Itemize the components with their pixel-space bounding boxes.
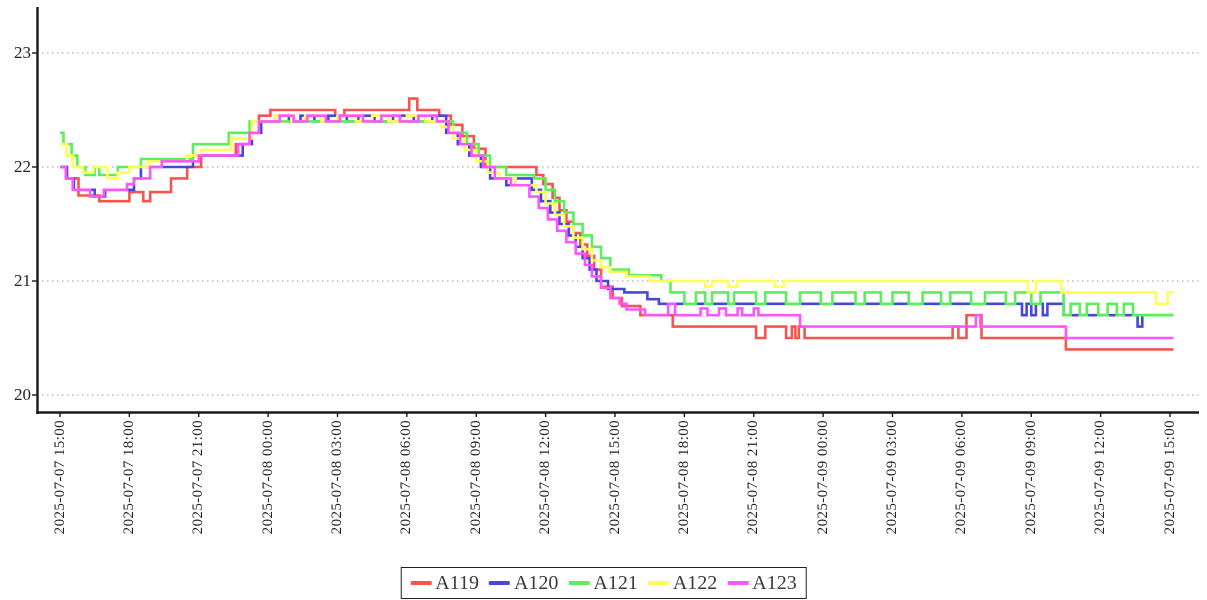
legend-item-A119: A119 (410, 572, 479, 595)
x-tick-label: 2025-07-09 15:00 (1161, 420, 1178, 535)
y-tick-label: 20 (14, 385, 31, 404)
x-tick-label: 2025-07-07 18:00 (120, 420, 137, 535)
legend-label: A122 (672, 571, 718, 594)
legend-label: A123 (752, 571, 797, 594)
legend-label: A121 (593, 571, 638, 594)
legend-item-A123: A123 (727, 571, 797, 595)
legend-swatch-A120 (488, 581, 510, 585)
x-tick-label: 2025-07-08 21:00 (745, 420, 762, 535)
x-tick-label: 2025-07-07 15:00 (51, 420, 68, 535)
legend-swatch-A123 (727, 581, 749, 585)
x-tick-label: 2025-07-08 03:00 (329, 420, 345, 535)
x-tick-label: 2025-07-08 09:00 (467, 420, 484, 535)
series-line-A123 (60, 114, 1174, 340)
x-tick-label: 2025-07-08 06:00 (398, 420, 415, 535)
x-tick-label: 2025-07-09 00:00 (814, 420, 831, 535)
y-tick-label: 21 (14, 271, 31, 290)
legend-item-A120: A120 (488, 571, 559, 595)
x-tick-label: 2025-07-09 03:00 (884, 420, 900, 535)
x-tick-label: 2025-07-08 15:00 (606, 420, 623, 535)
legend-item-A121: A121 (568, 571, 638, 595)
x-tick-label: 2025-07-07 21:00 (190, 420, 207, 535)
y-tick-label: 23 (14, 43, 31, 62)
series-line-A119 (60, 97, 1174, 351)
x-tick-label: 2025-07-09 12:00 (1092, 420, 1109, 535)
series-line-A121 (60, 120, 1174, 317)
x-tick-label: 2025-07-08 18:00 (675, 420, 692, 535)
legend-swatch-A122 (647, 581, 669, 585)
legend-label: A119 (435, 571, 479, 594)
legend-item-A122: A122 (647, 571, 718, 595)
x-tick-label: 2025-07-08 00:00 (259, 420, 276, 535)
x-tick-label: 2025-07-08 12:00 (537, 420, 554, 535)
legend-swatch-A121 (568, 581, 590, 585)
legend-swatch-A119 (410, 581, 432, 585)
y-tick-label: 22 (14, 157, 31, 176)
x-tick-label: 2025-07-09 09:00 (1022, 420, 1039, 535)
legend-label: A120 (513, 571, 559, 594)
x-tick-label: 2025-07-09 06:00 (953, 420, 970, 535)
legend: A119 A120 A121 A122 A123 (400, 567, 807, 599)
